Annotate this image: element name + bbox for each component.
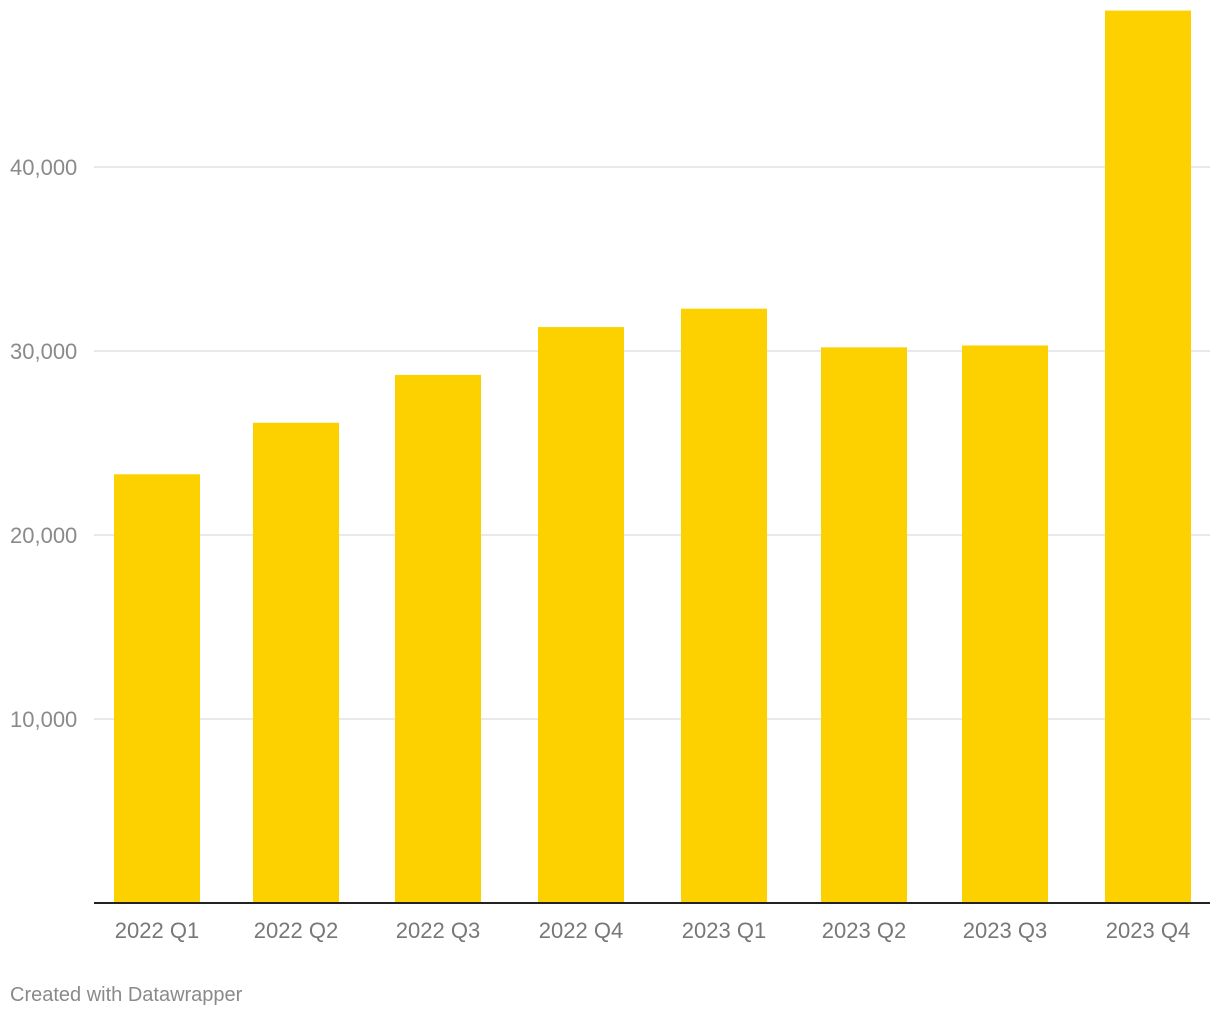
y-tick-label: 30,000 bbox=[10, 339, 77, 364]
bar-2023-q4[interactable] bbox=[1105, 10, 1191, 904]
x-tick-label: 2022 Q4 bbox=[539, 918, 623, 943]
x-tick-label: 2023 Q1 bbox=[682, 918, 766, 943]
bar-2023-q2[interactable] bbox=[821, 347, 907, 903]
x-tick-label: 2023 Q2 bbox=[822, 918, 906, 943]
bar-2023-q1[interactable] bbox=[681, 308, 767, 903]
x-tick-label: 2022 Q3 bbox=[396, 918, 480, 943]
bar-2022-q4[interactable] bbox=[538, 327, 624, 904]
bar-2023-q3[interactable] bbox=[962, 345, 1048, 904]
bars bbox=[114, 10, 1191, 904]
bar-2022-q1[interactable] bbox=[114, 474, 200, 903]
x-tick-label: 2022 Q1 bbox=[115, 918, 199, 943]
y-axis-ticks: 10,000 20,000 30,000 40,000 bbox=[10, 155, 77, 732]
x-axis-labels: 2022 Q1 2022 Q2 2022 Q3 2022 Q4 2023 Q1 2023 … bbox=[115, 918, 1190, 943]
x-tick-label: 2022 Q2 bbox=[254, 918, 338, 943]
credit-text[interactable]: Created with Datawrapper bbox=[10, 984, 243, 1006]
bar-2022-q3[interactable] bbox=[395, 374, 481, 903]
bar-2022-q2[interactable] bbox=[253, 422, 339, 903]
y-tick-label: 10,000 bbox=[10, 707, 77, 732]
y-tick-label: 20,000 bbox=[10, 523, 77, 548]
x-tick-label: 2023 Q4 bbox=[1106, 918, 1190, 943]
x-tick-label: 2023 Q3 bbox=[963, 918, 1047, 943]
y-tick-label: 40,000 bbox=[10, 155, 77, 180]
